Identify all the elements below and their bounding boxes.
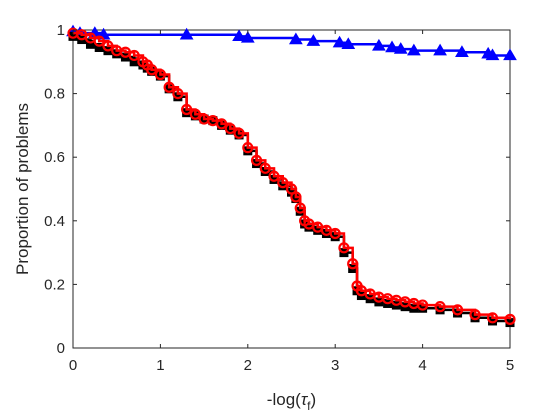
- y-tick-label: 0.4: [44, 213, 65, 230]
- y-tick-label: 1: [57, 22, 65, 39]
- data-point: [163, 81, 175, 93]
- data-point: [485, 48, 500, 61]
- data-point: [434, 301, 446, 313]
- x-tick-label: 2: [244, 357, 252, 374]
- data-point: [417, 299, 429, 311]
- series-2: [67, 27, 516, 325]
- data-point: [232, 29, 246, 42]
- data-point: [332, 35, 347, 48]
- data-point: [306, 34, 321, 46]
- data-point: [154, 68, 166, 81]
- x-tick-label: 0: [69, 357, 77, 374]
- data-point: [240, 30, 255, 43]
- data-point: [347, 258, 359, 270]
- ticks-layer: 0 1 2 3 4 5 0 0.2 0.4 0.6 0.8 1: [44, 22, 514, 374]
- x-axis-label-symbol: τ: [301, 390, 309, 409]
- data-point: [288, 32, 303, 45]
- data-point: [393, 42, 408, 54]
- x-tick-label: 5: [506, 357, 514, 374]
- data-point: [341, 37, 356, 50]
- x-tick-label: 1: [156, 357, 164, 374]
- data-point: [128, 49, 140, 62]
- data-point: [179, 27, 194, 40]
- data-point: [268, 170, 280, 182]
- data-point: [385, 40, 399, 53]
- data-point: [189, 108, 201, 120]
- data-point: [486, 312, 499, 324]
- data-point: [469, 309, 481, 321]
- x-axis-label-close: ): [311, 390, 317, 409]
- data-point: [102, 40, 114, 52]
- y-tick-label: 0.8: [44, 86, 65, 103]
- y-tick-label: 0.2: [44, 276, 65, 293]
- data-point: [242, 142, 254, 154]
- data-point: [259, 162, 271, 174]
- data-point: [406, 43, 421, 56]
- x-axis-label-subscript: f: [307, 399, 311, 413]
- data-point: [504, 313, 516, 325]
- data-point: [451, 304, 464, 316]
- data-point: [294, 202, 306, 214]
- data-point: [233, 127, 245, 139]
- x-axis-label: -log(τf): [267, 390, 316, 413]
- y-axis-label: Proportion of problems: [13, 103, 32, 275]
- data-point: [503, 48, 517, 61]
- plot-frame: [72, 29, 511, 349]
- x-tick-label: 4: [418, 357, 426, 374]
- y-tick-label: 0: [57, 340, 65, 357]
- data-point: [455, 45, 469, 57]
- x-axis-label-main: -log(: [267, 390, 301, 409]
- data-point: [338, 242, 350, 254]
- data-point: [93, 35, 105, 47]
- data-point: [85, 39, 95, 49]
- data-point: [433, 43, 447, 56]
- x-tick-label: 3: [331, 357, 339, 374]
- data-point: [250, 154, 263, 166]
- data-point: [215, 118, 228, 130]
- data-point: [224, 122, 236, 135]
- series-layer: [66, 24, 517, 328]
- data-point: [172, 87, 184, 100]
- data-point: [181, 103, 193, 116]
- data-point: [290, 191, 302, 203]
- data-point: [146, 64, 158, 76]
- data-point: [372, 38, 386, 51]
- data-point: [277, 177, 289, 189]
- data-point: [329, 227, 341, 240]
- y-tick-label: 0.6: [44, 149, 65, 166]
